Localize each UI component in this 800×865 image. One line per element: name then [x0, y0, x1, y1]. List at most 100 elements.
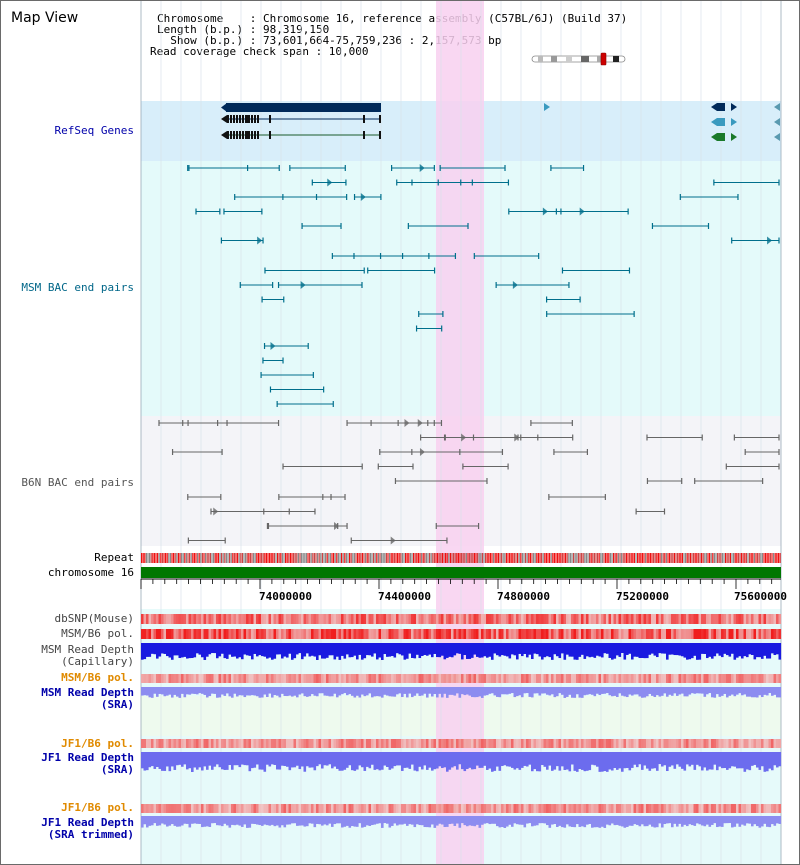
msm-depth-capillary-bar [473, 643, 477, 655]
jf1-depth-trim-bar [303, 816, 307, 827]
jf1-b6-pol-heat-cell [688, 739, 692, 748]
msm-b6-pol-sra-heat-cell [633, 674, 637, 683]
msm-b6-pol-sra-heat-cell [743, 674, 747, 683]
dbsnp-heat-cell [241, 614, 244, 624]
msm-b6-pol-sra-heat-cell [196, 674, 199, 683]
repeat-mark [680, 553, 682, 563]
jf1-depth-sra-bar [168, 752, 172, 772]
msm-depth-capillary-bar [621, 643, 624, 654]
axis-tick-label: 74800000 [497, 590, 550, 603]
jf1-depth-trim-bar [393, 816, 397, 824]
jf1-b6-pol-heat-cell [593, 739, 597, 748]
msm-b6-pol-sra-heat-cell [393, 674, 397, 683]
axis-tick-label: 75200000 [616, 590, 669, 603]
jf1-b6-pol-trim-heat-cell [686, 804, 689, 813]
jf1-b6-pol-heat-cell [276, 739, 279, 748]
msm-depth-sra-bar [773, 687, 777, 695]
repeat-mark [582, 553, 584, 563]
msm-depth-capillary-bar [706, 643, 709, 659]
repeat-mark [629, 553, 631, 563]
msm-depth-sra-label: MSM Read Depth (SRA) [41, 686, 134, 711]
msm-depth-capillary-bar [273, 643, 277, 659]
msm-b6-pol-heat-cell [626, 629, 629, 639]
jf1-depth-sra-bar [613, 752, 617, 769]
jf1-depth-trim-bar [286, 816, 289, 825]
repeat-mark [435, 553, 437, 563]
msm-b6-pol-sra-heat-cell [316, 674, 319, 683]
repeat-mark [725, 553, 727, 563]
msm-depth-capillary-bar [343, 643, 347, 659]
msm-b6-pol-heat-cell [193, 629, 197, 639]
repeat-mark [451, 553, 453, 563]
jf1-b6-pol-heat-cell [573, 739, 577, 748]
msm-b6-pol-heat-cell [711, 629, 714, 639]
dbsnp-heat-cell [198, 614, 202, 624]
jf1-depth-trim-label: JF1 Read Depth (SRA trimmed) [41, 816, 134, 841]
jf1-b6-pol-trim-heat-cell [216, 804, 219, 813]
repeat-mark [259, 553, 261, 563]
msm-b6-pol-heat-cell [578, 629, 582, 639]
jf1-b6-pol-trim-heat-cell [403, 804, 407, 813]
jf1-depth-sra-bar [676, 752, 679, 765]
jf1-b6-pol-heat-cell [203, 739, 207, 748]
msm-b6-pol-sra-heat-cell [216, 674, 219, 683]
jf1-b6-pol-trim-heat-cell [553, 804, 557, 813]
msm-depth-capillary-bar [246, 643, 249, 656]
jf1-b6-pol-trim-heat-cell [163, 804, 167, 813]
jf1-depth-sra-bar [368, 752, 372, 769]
jf1-b6-pol-heat-cell [201, 739, 204, 748]
msm-b6-pol-heat-cell [616, 629, 619, 639]
dbsnp-heat-cell [326, 614, 329, 624]
jf1-depth-sra-bar [346, 752, 349, 768]
jf1-b6-pol-trim-heat-cell [556, 804, 559, 813]
repeat-mark [390, 553, 392, 563]
msm-depth-capillary-bar [503, 643, 507, 656]
repeat-mark [208, 553, 210, 563]
jf1-b6-pol-heat-cell [711, 739, 714, 748]
msm-b6-pol-heat-cell [253, 629, 257, 639]
msm-depth-sra-bar [443, 687, 447, 694]
msm-b6-pol-sra-heat-cell [248, 674, 252, 683]
repeat-mark [249, 553, 251, 563]
dbsnp-heat-cell [466, 614, 469, 624]
jf1-b6-pol-heat-cell [551, 739, 554, 748]
repeat-mark [149, 553, 151, 563]
msm-b6-pol-heat-cell [491, 629, 494, 639]
repeat-mark [542, 553, 544, 563]
dbsnp-heat-cell [373, 614, 377, 624]
dbsnp-heat-cell [328, 614, 332, 624]
jf1-b6-pol-heat-cell [278, 739, 282, 748]
repeat-mark [238, 553, 240, 563]
msm-depth-capillary-bar [648, 643, 652, 655]
jf1-b6-pol-heat-cell [513, 739, 517, 748]
msm-b6-pol-heat-cell [181, 629, 184, 639]
msm-depth-sra-bar [591, 687, 594, 695]
msm-depth-sra-bar [396, 687, 399, 695]
gene-exon [233, 115, 235, 123]
jf1-b6-pol-trim-heat-cell [718, 804, 722, 813]
jf1-depth-trim-bar [683, 816, 687, 825]
repeat-mark [313, 553, 315, 563]
jf1-depth-sra-bar [291, 752, 294, 768]
jf1-depth-trim-bar [596, 816, 599, 828]
msm-depth-capillary-bar [511, 643, 514, 655]
repeat-mark [555, 553, 557, 563]
dbsnp-heat-cell [278, 614, 282, 624]
dbsnp-heat-cell [608, 614, 612, 624]
repeat-mark [672, 553, 674, 563]
chromosome-ideogram[interactable] [529, 52, 629, 66]
jf1-b6-pol-heat-cell [151, 739, 154, 748]
jf1-depth-trim-bar [178, 816, 182, 827]
jf1-b6-pol-heat-cell [468, 739, 472, 748]
jf1-depth-sra-bar [751, 752, 754, 766]
msm-b6-pol-sra-heat-cell [371, 674, 374, 683]
dbsnp-heat-cell [621, 614, 624, 624]
repeat-mark [205, 553, 207, 563]
jf1-b6-pol-heat-cell [491, 739, 494, 748]
repeat-mark [742, 553, 744, 563]
jf1-depth-trim-bar [161, 816, 164, 824]
msm-b6-pol-heat-cell [186, 629, 189, 639]
dbsnp-heat-cell [613, 614, 617, 624]
jf1-b6-pol-heat-cell [748, 739, 752, 748]
